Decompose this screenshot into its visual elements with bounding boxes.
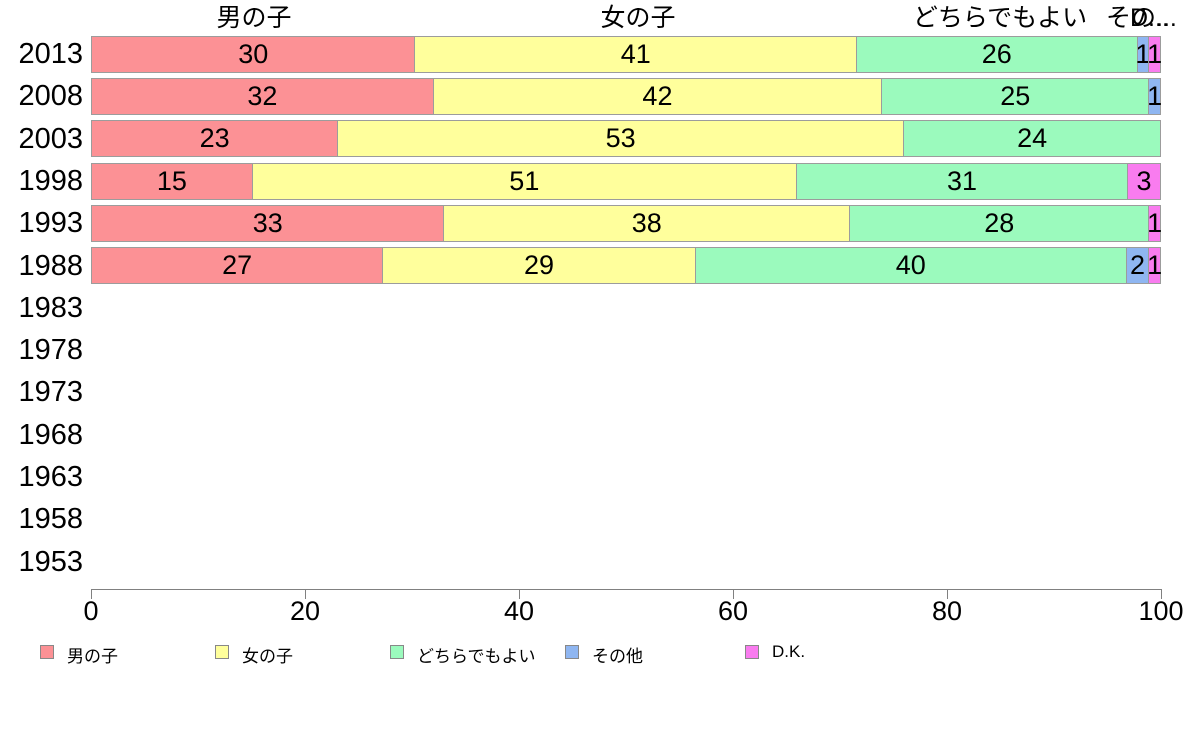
x-axis-tick-label-80: 80 [931, 596, 963, 626]
bar-2013: 30 41 26 1 1 [91, 35, 1162, 73]
bar-segment-2003-男の子: 23 [91, 120, 339, 158]
bar-segment-2008-女の子: 42 [432, 77, 883, 115]
column-header-0: 男の子 [216, 4, 292, 32]
legend-label-女の子: 女の子 [242, 647, 293, 666]
legend-label-D.K.: D.K. [772, 642, 806, 661]
bar-segment-1988-D.K.: 1 [1147, 247, 1162, 285]
year-label-1983: 1983 [18, 291, 83, 324]
bar-segment-1993-D.K.: 1 [1147, 204, 1162, 242]
legend-swatch-その他 [565, 645, 579, 659]
bar-segment-1993-男の子: 33 [91, 204, 445, 242]
x-axis-tick-100 [1161, 589, 1162, 599]
legend-label-どちらでもよい: どちらでもよい [417, 647, 536, 666]
year-label-1993: 1993 [18, 207, 83, 240]
bar-segment-2008-どちらでもよい: 25 [881, 77, 1150, 115]
year-label-2003: 2003 [18, 122, 83, 155]
column-header-1: 女の子 [600, 4, 676, 32]
column-header-2: どちらでもよい [912, 4, 1088, 32]
legend-label-その他: その他 [592, 647, 643, 666]
bar-segment-1998-D.K.: 3 [1127, 162, 1162, 200]
year-label-2008: 2008 [18, 80, 83, 113]
x-axis-tick-20 [305, 589, 306, 599]
legend-swatch-どちらでもよい [390, 645, 404, 659]
legend-swatch-女の子 [215, 645, 229, 659]
bar-2008: 32 42 25 1 [91, 77, 1162, 115]
x-axis-tick-0 [91, 589, 92, 599]
x-axis-line [91, 589, 1162, 590]
bar-segment-1993-女の子: 38 [443, 204, 851, 242]
bar-segment-1993-どちらでもよい: 28 [849, 204, 1150, 242]
year-label-1998: 1998 [18, 164, 83, 197]
year-label-1988: 1988 [18, 249, 83, 282]
bar-segment-1988-その他: 2 [1125, 247, 1150, 285]
bar-segment-1998-男の子: 15 [91, 162, 253, 200]
bar-segment-2013-D.K.: 1 [1147, 35, 1162, 73]
bar-segment-2013-男の子: 30 [91, 35, 416, 73]
bar-segment-1998-どちらでもよい: 31 [795, 162, 1129, 200]
year-label-1953: 1953 [18, 545, 83, 578]
year-label-2013: 2013 [18, 38, 83, 70]
x-axis-tick-label-0: 0 [83, 596, 99, 626]
bar-segment-1988-どちらでもよい: 40 [694, 247, 1127, 285]
legend-swatch-男の子 [40, 645, 54, 659]
year-label-1958: 1958 [18, 503, 83, 536]
year-label-1978: 1978 [18, 334, 83, 367]
year-label-1963: 1963 [18, 461, 83, 494]
bar-segment-2008-その他: 1 [1147, 77, 1162, 115]
bar-segment-2013-どちらでもよい: 26 [856, 35, 1138, 73]
year-label-1973: 1973 [18, 376, 83, 409]
legend-label-男の子: 男の子 [67, 647, 118, 666]
bar-2003: 23 53 24 [91, 120, 1162, 158]
column-header-4: D... [1130, 4, 1169, 32]
x-axis-tick-40 [519, 589, 520, 599]
bar-segment-1998-女の子: 51 [251, 162, 797, 200]
bar-segment-2008-男の子: 32 [91, 77, 434, 115]
x-axis-tick-label-60: 60 [717, 596, 749, 626]
bar-1998: 15 51 31 3 [91, 162, 1162, 200]
bar-1988: 27 29 40 2 1 [91, 247, 1162, 285]
bar-segment-2003-女の子: 53 [337, 120, 905, 158]
x-axis-tick-label-100: 100 [1138, 596, 1184, 626]
x-axis-tick-label-20: 20 [289, 596, 321, 626]
bar-segment-2003-どちらでもよい: 24 [903, 120, 1162, 158]
column-header-3: その... [1106, 4, 1177, 32]
x-axis-tick-label-40: 40 [503, 596, 535, 626]
bar-segment-1988-男の子: 27 [91, 247, 384, 285]
x-axis-tick-80 [947, 589, 948, 599]
bar-1993: 33 38 28 1 [91, 204, 1162, 242]
bar-segment-2013-女の子: 41 [414, 35, 858, 73]
year-label-1968: 1968 [18, 418, 83, 451]
legend-swatch-D.K. [745, 645, 759, 659]
x-axis-tick-60 [733, 589, 734, 599]
bar-segment-1988-女の子: 29 [382, 247, 696, 285]
